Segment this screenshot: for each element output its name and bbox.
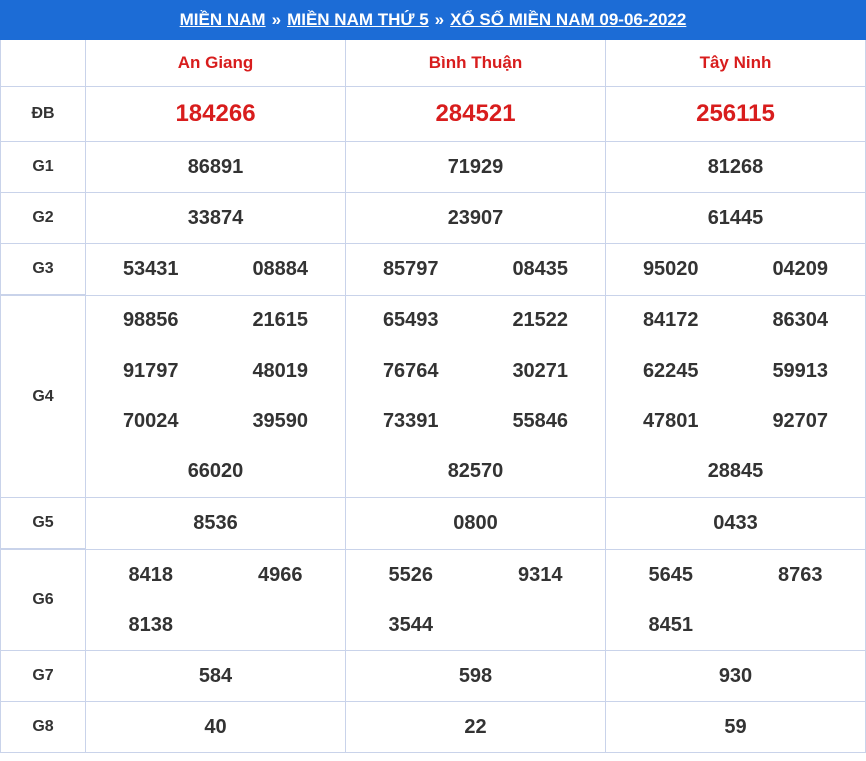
province-header-row: An Giang Bình Thuận Tây Ninh [0,40,866,87]
breadcrumb-link-mien-nam-thu-5[interactable]: MIỀN NAM THỨ 5 [287,10,429,29]
breadcrumb-separator: » [271,10,282,29]
prize-row-g1: G1 86891 71929 81268 [0,141,866,193]
prize-value: 61445 [605,192,866,244]
prize-value: 98856 [122,309,179,332]
prize-value: 08435 [512,257,569,280]
prize-value: 53431 [122,257,179,280]
prize-row-g2: G2 33874 23907 61445 [0,192,866,244]
prize-row-g4: G4 98856 21615 91797 48019 70024 39590 6602… [0,294,866,498]
prize-value: 66020 [187,460,244,483]
prize-row-g6: G6 8418 4966 8138 5526 9314 3544 5645 87… [0,548,866,651]
prize-cell: 65493 21522 76764 30271 73391 55846 82570 [345,294,606,498]
prize-value: 62245 [642,359,699,382]
prize-value: 86304 [772,309,829,332]
breadcrumb-link-current[interactable]: XỔ SỐ MIỀN NAM 09-06-2022 [450,10,687,29]
prize-label: G4 [0,294,86,498]
prize-value: 21522 [512,309,569,332]
prize-row-db: ĐB 184266 284521 256115 [0,86,866,142]
special-prize-value: 184266 [85,86,346,142]
prize-value: 65493 [382,309,439,332]
prize-value: 85797 [382,257,439,280]
prize-row-g7: G7 584 598 930 [0,650,866,702]
prize-row-g8: G8 40 22 59 [0,701,866,753]
province-name[interactable]: An Giang [85,40,346,87]
prize-value: 47801 [642,409,699,432]
special-prize-value: 256115 [605,86,866,142]
special-prize-value: 284521 [345,86,606,142]
prize-value: 33874 [85,192,346,244]
prize-cell: 5526 9314 3544 [345,548,606,651]
prize-value: 91797 [122,359,179,382]
breadcrumb-link-mien-nam[interactable]: MIỀN NAM [179,10,266,29]
prize-value: 40 [85,701,346,753]
prize-value: 70024 [122,409,179,432]
prize-value: 48019 [252,359,309,382]
empty-header-cell [0,40,86,87]
prize-value: 8536 [85,497,346,550]
prize-label: ĐB [0,86,86,142]
prize-value: 08884 [252,257,309,280]
prize-value: 30271 [512,359,569,382]
prize-row-g3: G3 53431 08884 85797 08435 95020 04209 [0,243,866,296]
breadcrumb: MIỀN NAM » MIỀN NAM THỨ 5 » XỔ SỐ MIỀN N… [0,0,866,40]
prize-value: 04209 [772,257,829,280]
prize-value: 82570 [447,460,504,483]
prize-value: 59913 [772,359,829,382]
prize-value: 95020 [642,257,699,280]
prize-value: 0800 [345,497,606,550]
prize-value: 8418 [128,563,174,586]
prize-value: 5645 [648,563,694,586]
prize-value: 39590 [252,409,309,432]
prize-label: G5 [0,497,86,550]
prize-label: G1 [0,141,86,193]
prize-value: 86891 [85,141,346,193]
prize-value: 73391 [382,409,439,432]
prize-cell: 84172 86304 62245 59913 47801 92707 28845 [605,294,866,498]
prize-value: 71929 [345,141,606,193]
prize-value: 3544 [388,613,434,636]
prize-cell: 85797 08435 [345,243,606,296]
prize-value: 22 [345,701,606,753]
prize-value: 23907 [345,192,606,244]
prize-value: 21615 [252,309,309,332]
prize-value: 4966 [258,563,303,586]
prize-cell: 95020 04209 [605,243,866,296]
prize-label: G2 [0,192,86,244]
prize-value: 5526 [388,563,434,586]
province-name[interactable]: Bình Thuận [345,40,606,87]
prize-label: G8 [0,701,86,753]
prize-cell: 98856 21615 91797 48019 70024 39590 66020 [85,294,346,498]
prize-value: 9314 [518,563,563,586]
prize-value: 84172 [642,309,699,332]
prize-value: 76764 [382,359,439,382]
prize-value: 8451 [648,613,694,636]
prize-label: G7 [0,650,86,702]
prize-value: 930 [605,650,866,702]
prize-value: 8763 [778,563,823,586]
prize-cell: 5645 8763 8451 [605,548,866,651]
prize-value: 59 [605,701,866,753]
prize-value: 584 [85,650,346,702]
prize-value: 8138 [128,613,174,636]
prize-value: 81268 [605,141,866,193]
prize-value: 0433 [605,497,866,550]
breadcrumb-separator: » [434,10,445,29]
prize-value: 92707 [772,409,829,432]
prize-label: G3 [0,243,86,296]
prize-cell: 8418 4966 8138 [85,548,346,651]
results-table: An Giang Bình Thuận Tây Ninh ĐB 184266 2… [0,40,866,753]
prize-value: 598 [345,650,606,702]
province-name[interactable]: Tây Ninh [605,40,866,87]
prize-cell: 53431 08884 [85,243,346,296]
prize-value: 28845 [707,460,764,483]
prize-value: 55846 [512,409,569,432]
prize-row-g5: G5 8536 0800 0433 [0,497,866,550]
prize-label: G6 [0,548,86,651]
